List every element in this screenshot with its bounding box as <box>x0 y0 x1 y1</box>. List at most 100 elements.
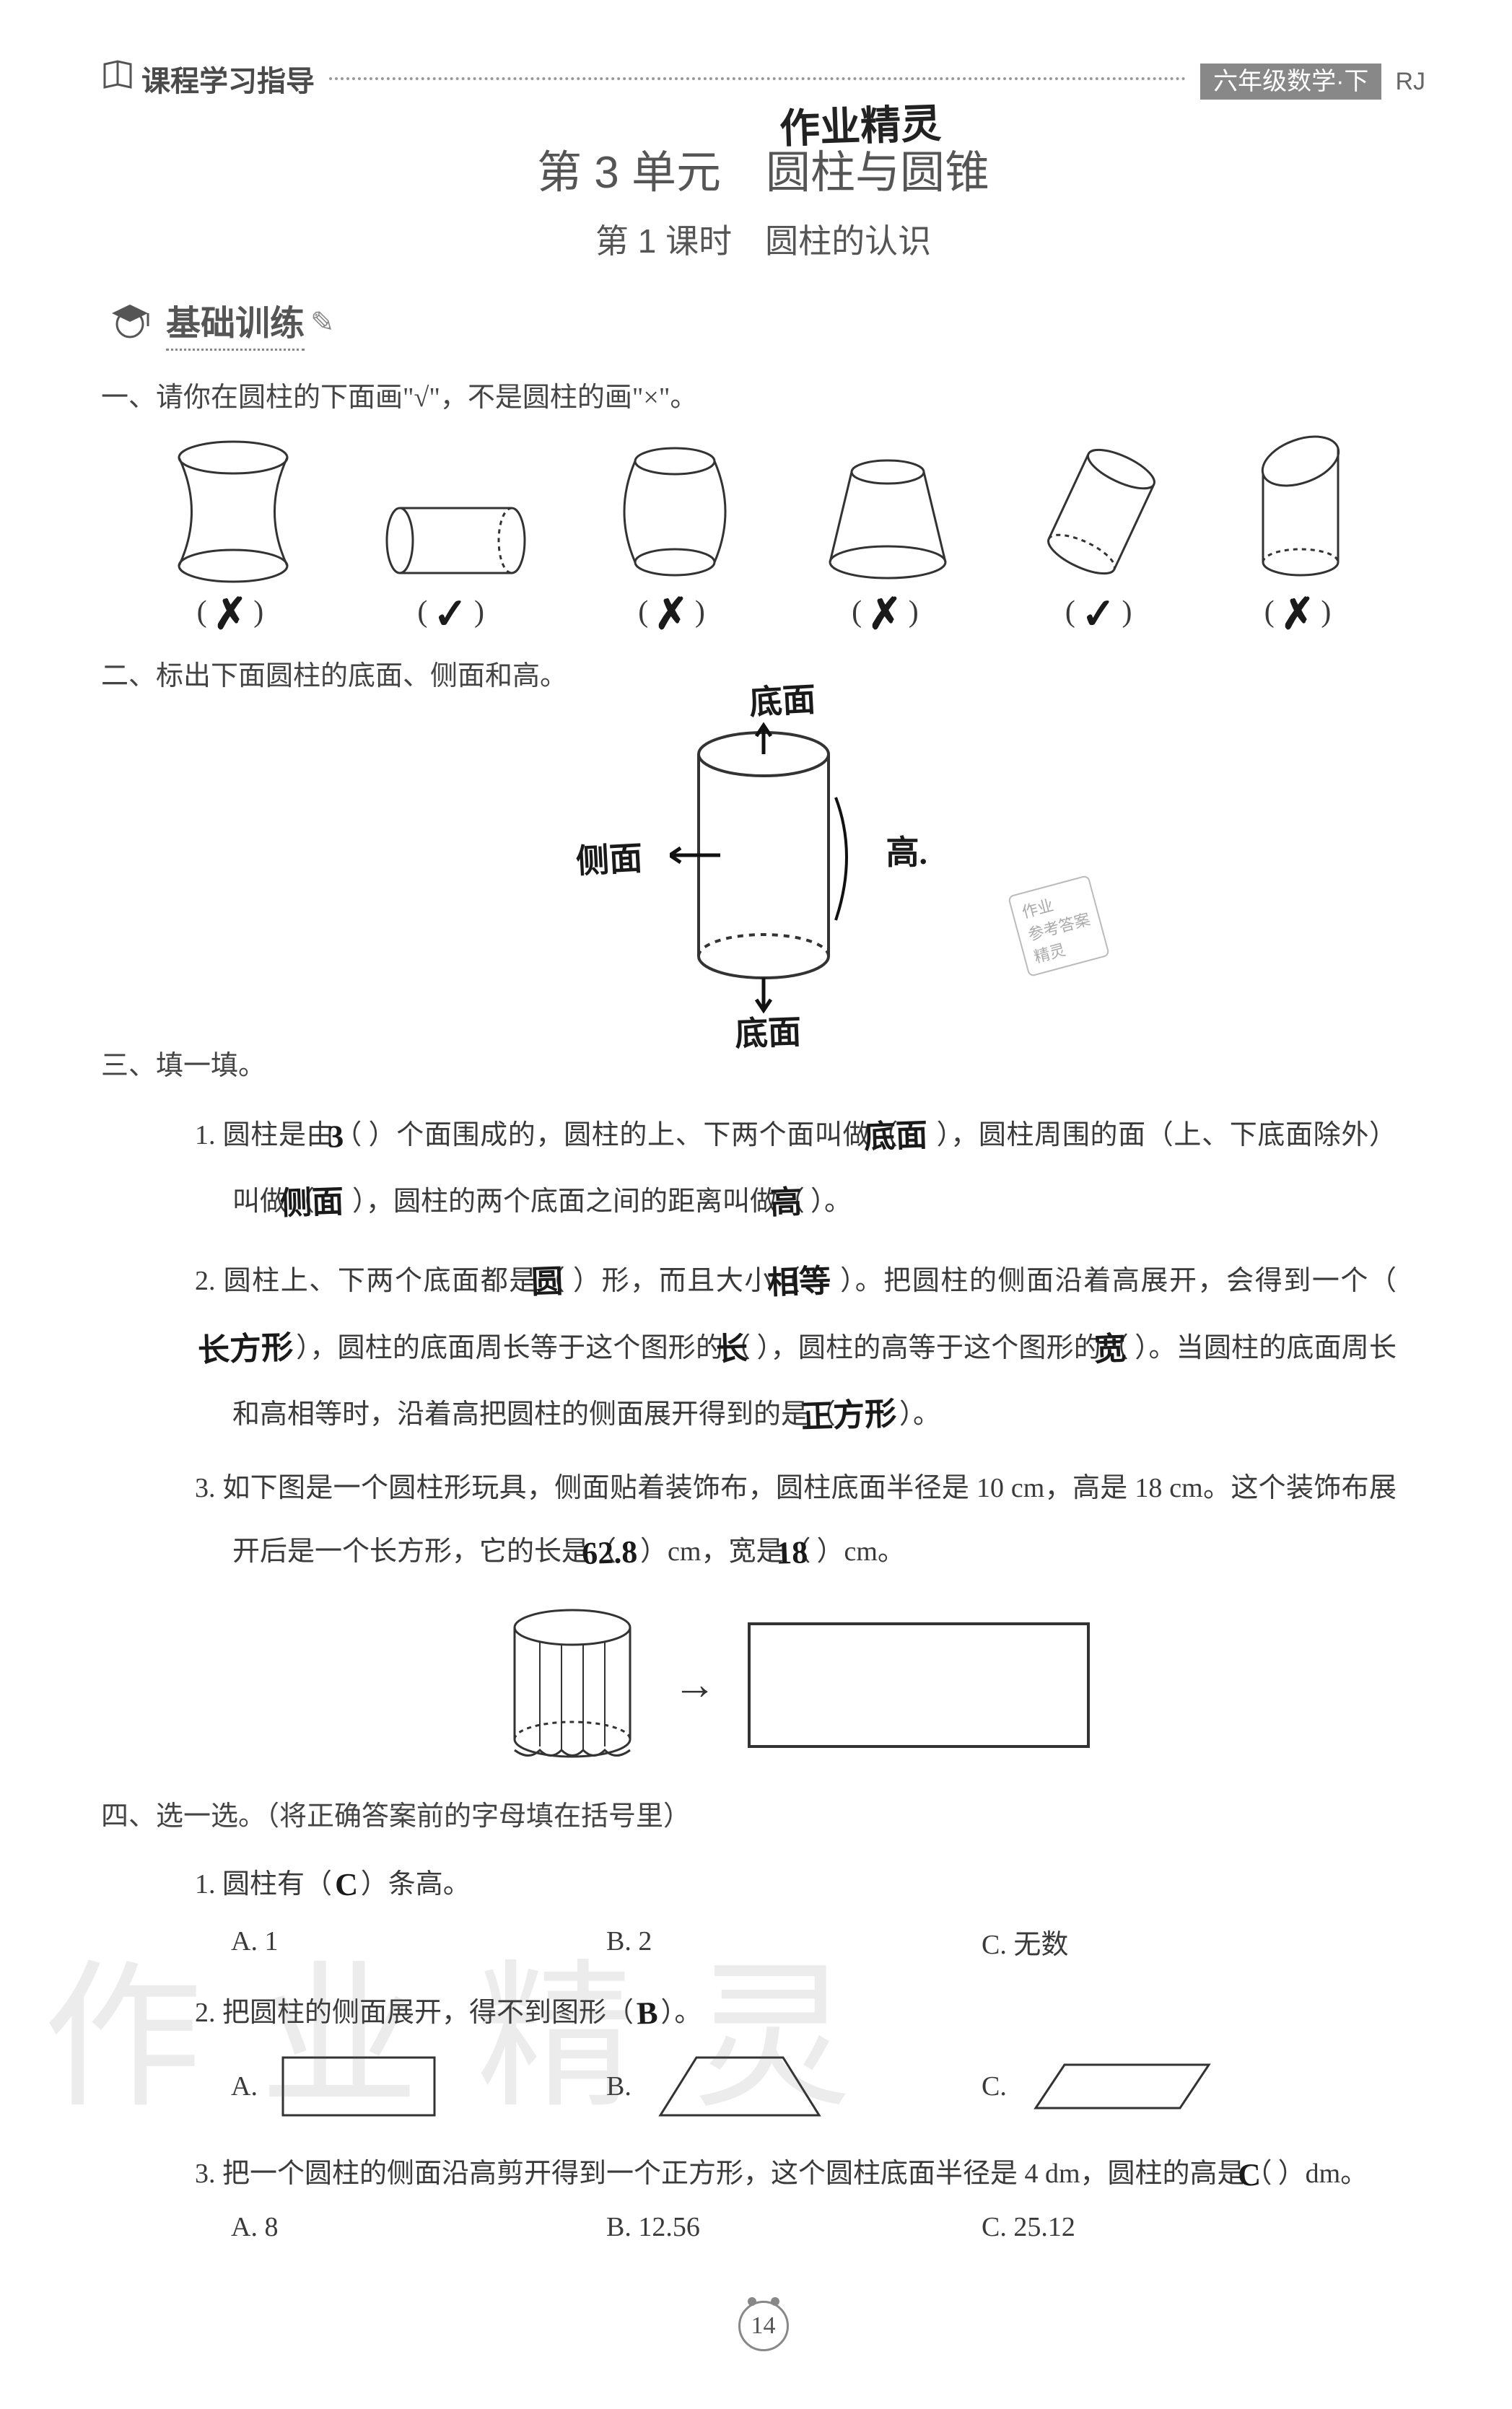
banner-text: 基础训练 <box>166 294 305 351</box>
header-divider <box>329 77 1186 80</box>
shape-item: (✓) <box>1036 432 1166 631</box>
q4-option: A. <box>231 2050 606 2122</box>
hand-fill: 长方形 <box>232 1314 297 1383</box>
hand-fill: C <box>1271 2143 1279 2206</box>
q4-opt-label: B. <box>606 2071 632 2102</box>
page-number: 14 <box>738 2301 789 2351</box>
hand-fill: 侧面 <box>314 1168 354 1236</box>
q2-diagram: 底面 侧面 高. 底面 作业 参考答案 精灵 <box>101 711 1425 1014</box>
unit-title-text: 第 3 单元 圆柱与圆锥 <box>537 148 989 198</box>
book-icon <box>101 58 134 99</box>
q3-text: ），圆柱的两个底面之间的距离叫做（ <box>352 1186 805 1217</box>
q1-shapes-row: (✗) (✓) (✗) (✗) (✓) (✗) <box>130 432 1397 631</box>
q4-options-1: A. 1 B. 2 C. 无数 <box>231 1922 1397 1962</box>
shape-answer: (✗) <box>197 595 270 631</box>
shape-answer: (✗) <box>638 595 711 631</box>
hand-fill: 3 <box>361 1102 369 1169</box>
answer-stamp: 作业 参考答案 精灵 <box>1008 875 1110 977</box>
arrow-right-icon: → <box>673 1660 717 1710</box>
q4-text: ）条高。 <box>361 1869 471 1899</box>
guide-label-text: 课程学习指导 <box>141 58 315 100</box>
hand-mark: ✓ <box>432 597 475 632</box>
rj-tag: RJ <box>1395 68 1425 95</box>
q3-diagram: → <box>195 1606 1397 1765</box>
hand-fill: B <box>633 1981 662 2045</box>
q4-option: A. 1 <box>231 1922 606 1962</box>
cylinder-labeled-icon <box>670 711 857 1014</box>
hand-fill: 底面 <box>897 1102 937 1170</box>
q4-options-3: A. 8 B. 12.56 C. 25.12 <box>231 2211 1397 2243</box>
cylinder-lying-icon <box>375 432 533 584</box>
hand-label-bottom: 底面 <box>733 1005 801 1055</box>
section-banner: 基础训练 ✎ <box>101 292 1425 353</box>
q3-text: ）。 <box>899 1399 940 1430</box>
q4-text: 3. 把一个圆柱的侧面沿高剪开得到一个正方形，这个圆柱底面半径是 4 dm，圆柱… <box>195 2159 1272 2189</box>
shape-answer: (✓) <box>1065 595 1138 631</box>
q3-text: 2. 圆柱上、下两个底面都是（ <box>195 1266 566 1296</box>
guide-label: 课程学习指导 <box>101 58 315 100</box>
lesson-title: 第 1 课时 圆柱的认识 <box>101 215 1425 263</box>
q4-item-2: 2. 把圆柱的侧面展开，得不到图形（B）。 <box>195 1980 1397 2043</box>
shape-answer: (✗) <box>852 595 925 631</box>
q3-text: ）cm。 <box>816 1536 904 1567</box>
shape-item: (✗) <box>168 432 298 631</box>
q4-option: C. 无数 <box>982 1922 1357 1962</box>
q4-text: ）dm。 <box>1278 2159 1368 2189</box>
q4-option: A. 8 <box>231 2211 606 2243</box>
q4-block: 1. 圆柱有（C）条高。 A. 1 B. 2 C. 无数 2. 把圆柱的侧面展开… <box>195 1851 1397 2243</box>
q4-option: C. <box>982 2050 1357 2122</box>
handwritten-overlay: 作业精灵 <box>779 91 943 155</box>
hand-mark: ✗ <box>211 597 254 632</box>
q3-text: ）。 <box>810 1186 852 1217</box>
q3-item-3: 3. 如下图是一个圆柱形玩具，侧面贴着装饰布，圆柱底面半径是 10 cm，高是 … <box>195 1460 1397 1584</box>
page-header: 课程学习指导 六年级数学·下 RJ <box>101 58 1425 100</box>
hand-label-top: 底面 <box>748 673 816 724</box>
rectangle-option-icon <box>279 2054 438 2119</box>
hourglass-shape-icon <box>168 432 298 584</box>
q1-heading: 一、请你在圆柱的下面画"√"，不是圆柱的画"×"。 <box>101 375 1425 414</box>
q4-item-1: 1. 圆柱有（C）条高。 <box>195 1851 1397 1915</box>
shape-answer: (✓) <box>417 595 490 631</box>
grade-badge: 六年级数学·下 <box>1200 64 1381 100</box>
q3-item-1: 1. 圆柱是由（3）个面围成的，圆柱的上、下两个面叫做（底面），圆柱周围的面（上… <box>195 1101 1397 1234</box>
hand-label-height: 高. <box>886 826 928 874</box>
cylinder-tilted-icon <box>1036 432 1166 584</box>
oblique-cut-cylinder-icon <box>1243 432 1358 584</box>
frustum-shape-icon <box>816 432 960 584</box>
shape-item: (✗) <box>816 432 960 631</box>
hand-fill: 正方形 <box>835 1381 901 1450</box>
q4-opt-label: A. <box>231 2071 258 2102</box>
q4-text: ）。 <box>660 1998 702 2028</box>
q4-option: B. <box>606 2050 982 2122</box>
scholar-icon <box>101 292 159 353</box>
q4-opt-label: C. <box>982 2071 1007 2102</box>
q4-option: B. 2 <box>606 1922 982 1962</box>
hand-mark: ✗ <box>1280 597 1322 632</box>
hand-label-side: 侧面 <box>574 831 643 883</box>
hand-fill: 高 <box>804 1169 812 1236</box>
q3-block: 1. 圆柱是由（3）个面围成的，圆柱的上、下两个面叫做（底面），圆柱周围的面（上… <box>195 1101 1397 1765</box>
q3-text: ），圆柱的底面周长等于这个图形的（ <box>296 1333 751 1363</box>
shape-item: (✗) <box>1243 432 1358 631</box>
q4-heading: 四、选一选。（将正确答案前的字母填在括号里） <box>101 1793 1425 1833</box>
page-footer: 14 <box>101 2301 1425 2351</box>
q3-text: ），圆柱的高等于这个图形的（ <box>756 1333 1129 1363</box>
shape-answer: (✗) <box>1264 595 1337 631</box>
rectangle-icon <box>746 1620 1092 1750</box>
q4-option: B. 12.56 <box>606 2211 982 2243</box>
shape-item: (✗) <box>610 432 740 631</box>
q3-text: ）个面围成的，圆柱的上、下两个面叫做（ <box>368 1120 899 1150</box>
q4-item-3: 3. 把一个圆柱的侧面沿高剪开得到一个正方形，这个圆柱底面半径是 4 dm，圆柱… <box>195 2141 1397 2204</box>
q4-option: C. 25.12 <box>982 2211 1357 2243</box>
shape-item: (✓) <box>375 432 533 631</box>
hand-fill: C <box>331 1853 362 1917</box>
q3-text: ）。把圆柱的侧面沿着高展开，会得到一个（ <box>839 1266 1397 1296</box>
hand-fill: 相等 <box>800 1248 840 1316</box>
q4-text: 2. 把圆柱的侧面展开，得不到图形（ <box>195 1998 634 2028</box>
unit-title: 第 3 单元 圆柱与圆锥 作业精灵 <box>101 136 1425 201</box>
hand-mark: ✗ <box>867 597 909 632</box>
q4-text: 1. 圆柱有（ <box>195 1869 332 1899</box>
grade-badge-wrap: 六年级数学·下 RJ <box>1200 61 1425 97</box>
decorated-cylinder-icon <box>500 1606 644 1765</box>
trapezoid-option-icon <box>653 2050 826 2122</box>
